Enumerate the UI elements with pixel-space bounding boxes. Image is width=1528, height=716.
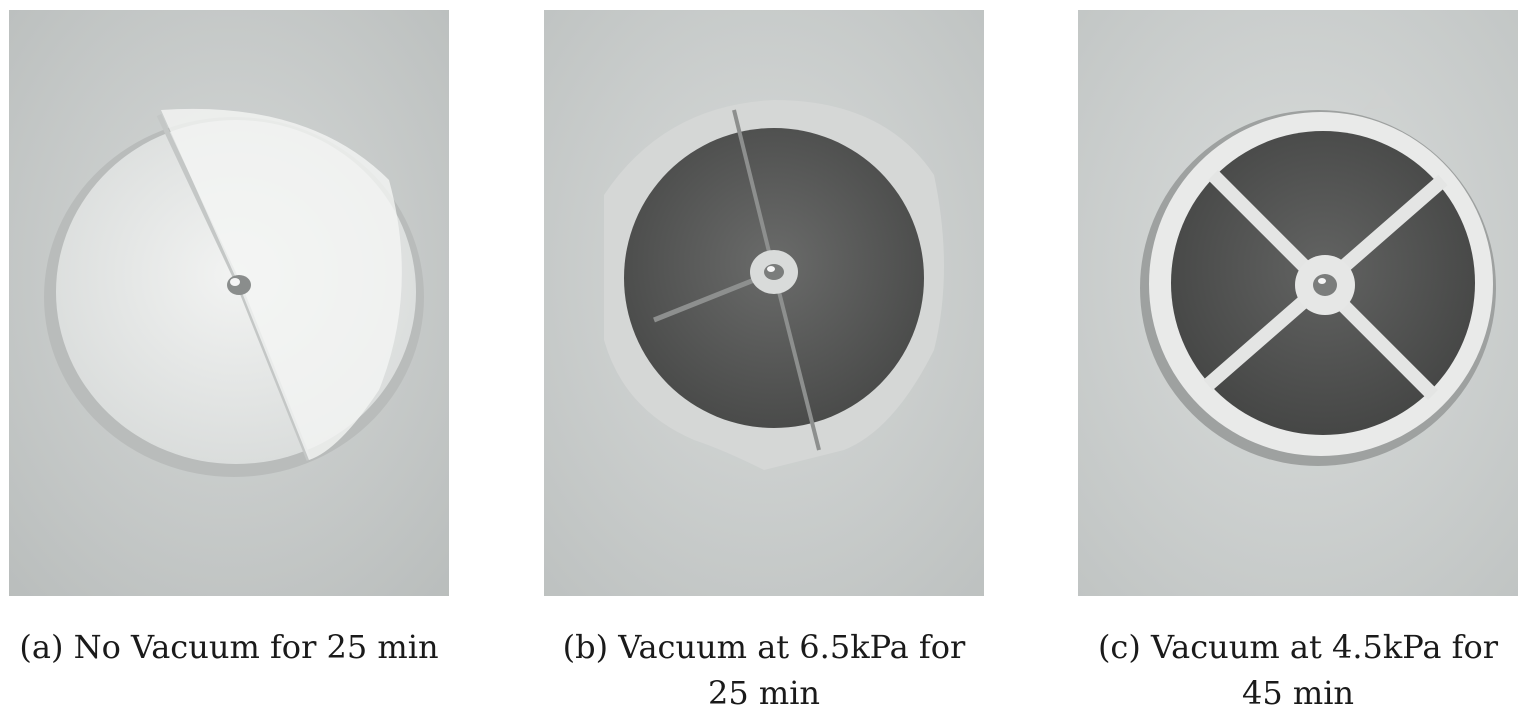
caption-b: (b) Vacuum at 6.5kPa for 25 min: [524, 624, 1004, 716]
caption-a: (a) No Vacuum for 25 min: [0, 624, 469, 670]
photo-vacuum-6-5kpa: [544, 10, 984, 596]
caption-line: (a) No Vacuum for 25 min: [19, 628, 439, 666]
caption-line: 25 min: [707, 674, 821, 712]
caption-line: (b) Vacuum at 6.5kPa for: [562, 628, 966, 666]
filter-tab: [1363, 88, 1396, 110]
center-pin-highlight: [767, 266, 775, 272]
caption-line: (c) Vacuum at 4.5kPa for: [1097, 628, 1499, 666]
caption-c: (c) Vacuum at 4.5kPa for 45 min: [1058, 624, 1528, 716]
center-pin: [1313, 274, 1337, 296]
center-pin-highlight: [230, 278, 240, 286]
center-pin-highlight: [1318, 278, 1326, 284]
figure-panel-b: (b) Vacuum at 6.5kPa for 25 min: [544, 10, 984, 712]
caption-line: 45 min: [1241, 674, 1355, 712]
photo-no-vacuum: [9, 10, 449, 596]
figure-panel-a: (a) No Vacuum for 25 min: [9, 10, 449, 666]
photo-vacuum-4-5kpa: [1078, 10, 1518, 596]
figure-panel-c: (c) Vacuum at 4.5kPa for 45 min: [1078, 10, 1518, 712]
center-pin: [227, 275, 251, 295]
center-pin: [764, 264, 784, 280]
filter-fold-highlight: [161, 108, 402, 460]
